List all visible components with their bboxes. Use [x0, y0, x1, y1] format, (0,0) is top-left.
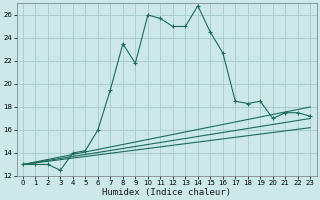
X-axis label: Humidex (Indice chaleur): Humidex (Indice chaleur) [102, 188, 231, 197]
